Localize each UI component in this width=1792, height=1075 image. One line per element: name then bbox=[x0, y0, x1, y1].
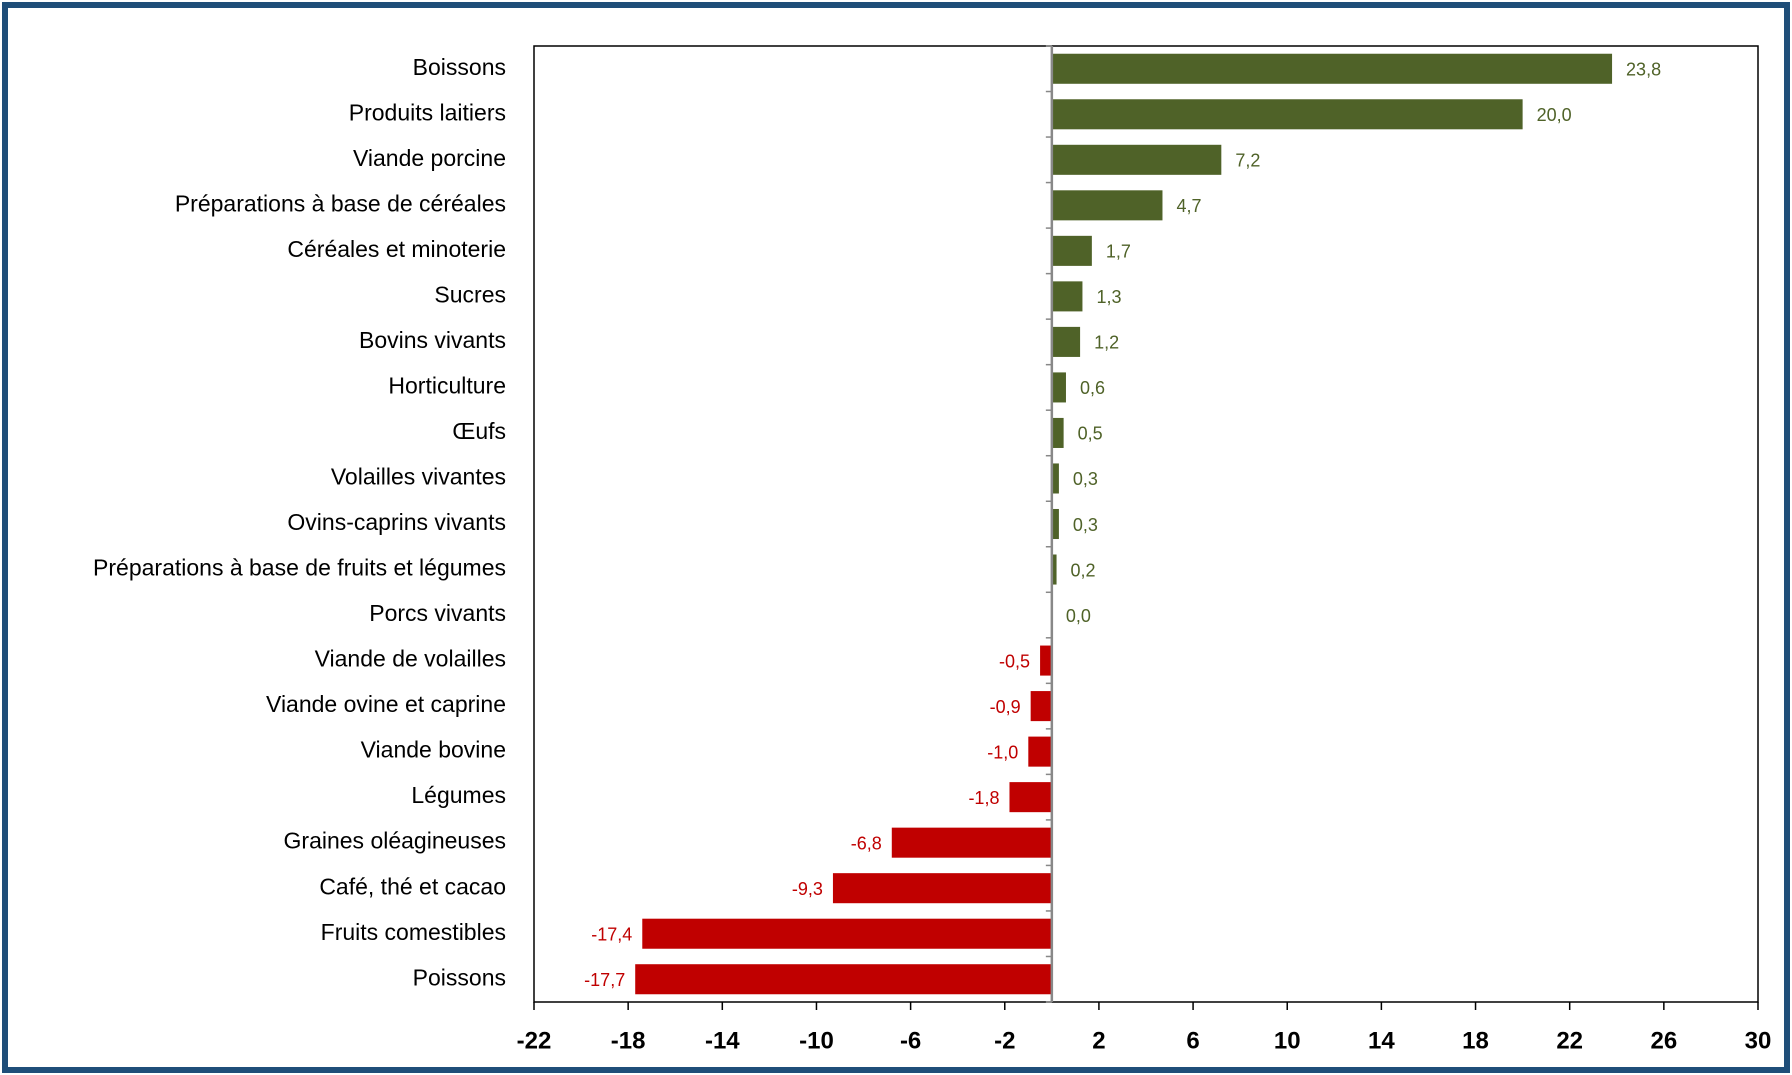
x-tick-label: -22 bbox=[517, 1027, 552, 1054]
category-label: Horticulture bbox=[388, 373, 506, 399]
x-tick-label: -6 bbox=[900, 1027, 921, 1054]
category-label: Bovins vivants bbox=[359, 327, 506, 353]
category-label: Viande porcine bbox=[353, 145, 506, 171]
bar bbox=[642, 918, 1052, 949]
category-label: Préparations à base de fruits et légumes bbox=[93, 555, 506, 581]
value-label: -9,3 bbox=[792, 879, 823, 899]
bar bbox=[832, 873, 1052, 904]
bar bbox=[1051, 508, 1059, 540]
x-tick-label: 14 bbox=[1368, 1027, 1395, 1054]
bar bbox=[1051, 53, 1613, 84]
value-label: 0,3 bbox=[1073, 469, 1098, 489]
category-label: Boissons bbox=[413, 54, 506, 80]
bar bbox=[1051, 372, 1066, 403]
category-label: Fruits comestibles bbox=[321, 919, 506, 945]
bar bbox=[1051, 554, 1057, 585]
category-label: Café, thé et cacao bbox=[319, 873, 506, 899]
x-tick-label: -14 bbox=[705, 1027, 740, 1054]
category-label: Ovins-caprins vivants bbox=[287, 509, 506, 535]
x-tick-label: -2 bbox=[994, 1027, 1015, 1054]
x-tick-label: 22 bbox=[1556, 1027, 1583, 1054]
value-label: 0,6 bbox=[1080, 378, 1105, 398]
x-tick-label: 18 bbox=[1462, 1027, 1489, 1054]
category-label: Volailles vivantes bbox=[331, 464, 506, 490]
x-tick-label: -10 bbox=[799, 1027, 834, 1054]
value-label: 0,5 bbox=[1078, 424, 1103, 444]
category-label: Viande ovine et caprine bbox=[266, 691, 506, 717]
category-label: Viande bovine bbox=[361, 737, 506, 763]
value-label: 0,3 bbox=[1073, 515, 1098, 535]
value-label: 1,2 bbox=[1094, 333, 1119, 353]
bar bbox=[1009, 782, 1052, 813]
value-label: -1,0 bbox=[987, 742, 1018, 762]
bar bbox=[1051, 463, 1059, 494]
category-label: Céréales et minoterie bbox=[287, 236, 506, 262]
category-label: Légumes bbox=[411, 782, 506, 808]
value-label: -17,4 bbox=[591, 924, 632, 944]
bar bbox=[1051, 99, 1523, 130]
value-label: 7,2 bbox=[1235, 151, 1260, 171]
bar bbox=[1051, 190, 1163, 221]
bar bbox=[1028, 736, 1052, 767]
x-tick-label: 6 bbox=[1186, 1027, 1199, 1054]
value-label: -0,9 bbox=[990, 697, 1021, 717]
value-label: -6,8 bbox=[851, 833, 882, 853]
bar bbox=[1030, 691, 1052, 722]
x-tick-label: 26 bbox=[1650, 1027, 1677, 1054]
category-label: Préparations à base de céréales bbox=[175, 190, 506, 216]
bar bbox=[635, 964, 1052, 995]
value-label: 0,2 bbox=[1071, 560, 1096, 580]
x-tick-label: 30 bbox=[1745, 1027, 1772, 1054]
x-tick-label: 10 bbox=[1274, 1027, 1301, 1054]
bar bbox=[1051, 281, 1083, 312]
bar bbox=[1051, 417, 1064, 448]
value-label: 20,0 bbox=[1537, 105, 1572, 125]
value-label: 0,0 bbox=[1066, 606, 1091, 626]
bar bbox=[1051, 144, 1222, 175]
category-label: Viande de volailles bbox=[315, 646, 506, 672]
category-label: Produits laitiers bbox=[349, 99, 506, 125]
category-label: Poissons bbox=[413, 964, 506, 990]
value-label: -17,7 bbox=[584, 970, 625, 990]
bar bbox=[1040, 645, 1052, 676]
value-label: 1,3 bbox=[1096, 287, 1121, 307]
value-label: 4,7 bbox=[1176, 196, 1201, 216]
x-tick-label: 2 bbox=[1092, 1027, 1105, 1054]
category-label: Œufs bbox=[452, 418, 506, 444]
value-label: 1,7 bbox=[1106, 242, 1131, 262]
category-label: Graines oléagineuses bbox=[284, 828, 506, 854]
x-tick-label: -18 bbox=[611, 1027, 646, 1054]
value-label: -1,8 bbox=[968, 788, 999, 808]
bar bbox=[891, 827, 1052, 858]
plot-frame bbox=[533, 45, 1759, 1003]
value-label: 23,8 bbox=[1626, 60, 1661, 80]
category-label: Sucres bbox=[434, 281, 506, 307]
bar bbox=[1051, 326, 1081, 357]
category-label: Porcs vivants bbox=[369, 600, 506, 626]
bar bbox=[1051, 235, 1092, 266]
value-label: -0,5 bbox=[999, 651, 1030, 671]
